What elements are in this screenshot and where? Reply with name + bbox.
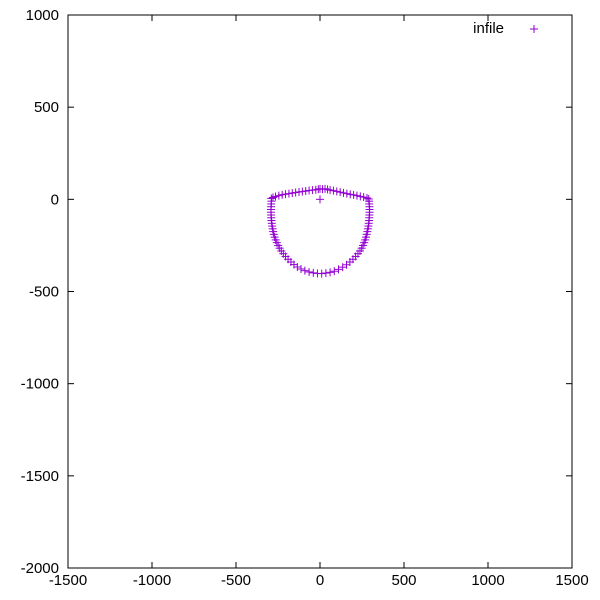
axis-ticks (67, 14, 573, 569)
data-point (298, 187, 307, 196)
data-point (336, 188, 345, 197)
x-tick-label: 1000 (471, 572, 504, 589)
x-tick-label: -500 (221, 572, 251, 589)
data-point (300, 266, 309, 275)
data-point (281, 190, 290, 199)
data-point (346, 190, 355, 199)
legend-label: infile (473, 20, 504, 37)
y-tick-label: -2000 (21, 560, 59, 577)
x-tick-label: -1500 (49, 572, 87, 589)
data-point (301, 187, 310, 196)
plot-frame (67, 14, 573, 569)
data-point (321, 269, 330, 278)
x-axis-tick-labels: -1500 -1000 -500 0 500 1000 1500 (49, 572, 589, 589)
data-point (334, 265, 343, 274)
x-tick-label: 1500 (555, 572, 588, 589)
data-point (329, 186, 338, 195)
data-point (278, 190, 287, 199)
data-point (339, 188, 348, 197)
data-point (332, 187, 341, 196)
data-points (266, 184, 374, 278)
data-point (316, 195, 324, 204)
y-axis-tick-labels: -2000 -1500 -1000 -500 0 500 1000 (21, 7, 59, 577)
data-point (313, 269, 322, 278)
data-point (326, 268, 335, 277)
x-tick-label: 0 (316, 572, 324, 589)
data-point (309, 268, 318, 277)
data-point (297, 265, 306, 274)
y-tick-label: 500 (34, 99, 59, 116)
data-point (338, 263, 347, 272)
y-tick-label: -1500 (21, 468, 59, 485)
data-point (288, 189, 297, 198)
y-tick-label: -500 (29, 284, 59, 301)
data-point (356, 192, 365, 201)
data-point (326, 186, 335, 195)
data-point (349, 190, 358, 199)
data-point (305, 267, 314, 276)
data-point (271, 192, 280, 201)
y-tick-label: -1000 (21, 376, 59, 393)
data-point (342, 189, 351, 198)
y-tick-label: 1000 (26, 7, 59, 24)
y-tick-label: 0 (51, 191, 59, 208)
legend: infile (473, 20, 538, 37)
x-tick-label: 500 (391, 572, 416, 589)
data-point (352, 191, 361, 200)
data-point (284, 189, 293, 198)
x-tick-label: -1000 (133, 572, 171, 589)
legend-marker (530, 25, 538, 33)
data-point (359, 193, 368, 202)
data-point (274, 191, 283, 200)
data-point (330, 267, 339, 276)
data-point (291, 188, 300, 197)
data-point (267, 197, 276, 206)
